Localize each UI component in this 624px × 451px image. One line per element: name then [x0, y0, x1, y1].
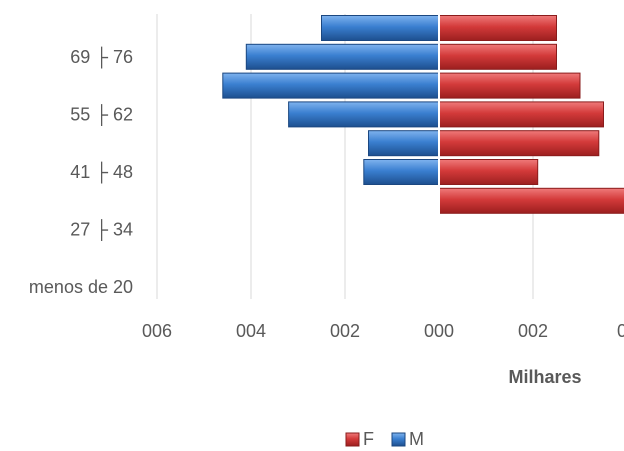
y-tick-label-0: menos de 20 — [29, 277, 133, 297]
legend-label-F: F — [363, 429, 374, 449]
bar-F-8 — [438, 43, 557, 70]
legend-item-M: M — [391, 429, 424, 449]
x-tick-label-0: 006 — [142, 321, 172, 341]
bar-M-7 — [222, 72, 440, 99]
bar-M-6 — [288, 101, 440, 128]
y-tick-label-1: 27 ├ 34 — [70, 219, 133, 242]
bar-F-9 — [438, 15, 557, 41]
y-tick-label-4: 69 ├ 76 — [70, 46, 133, 69]
bar-F-4 — [438, 159, 539, 185]
x-axis-title: Milhares — [508, 367, 581, 387]
legend-label-M: M — [409, 429, 424, 449]
x-tick-label-2: 002 — [330, 321, 360, 341]
bar-F-5 — [438, 130, 600, 157]
x-axis-tick-labels: 006 004 002 000 002 00 — [142, 321, 624, 341]
bars-group — [222, 15, 624, 214]
x-tick-label-4: 002 — [518, 321, 548, 341]
bar-M-8 — [245, 43, 440, 70]
bar-M-4 — [363, 159, 440, 185]
bar-M-9 — [321, 15, 440, 41]
x-tick-label-1: 004 — [236, 321, 266, 341]
legend-item-F: F — [345, 429, 374, 449]
legend-swatch-M — [391, 432, 406, 447]
bar-F-3 — [438, 187, 624, 214]
y-axis-tick-labels: menos de 20 27 ├ 34 41 ├ 48 55 ├ 62 69 ├ 76 — [29, 46, 133, 297]
y-tick-label-2: 41 ├ 48 — [70, 161, 133, 184]
legend-swatch-F — [345, 432, 360, 447]
bar-F-7 — [438, 72, 581, 99]
x-tick-label-3: 000 — [424, 321, 454, 341]
bar-M-5 — [368, 130, 440, 157]
bar-F-6 — [438, 101, 604, 128]
y-tick-label-3: 55 ├ 62 — [70, 103, 133, 126]
x-tick-label-5: 00 — [617, 321, 624, 341]
